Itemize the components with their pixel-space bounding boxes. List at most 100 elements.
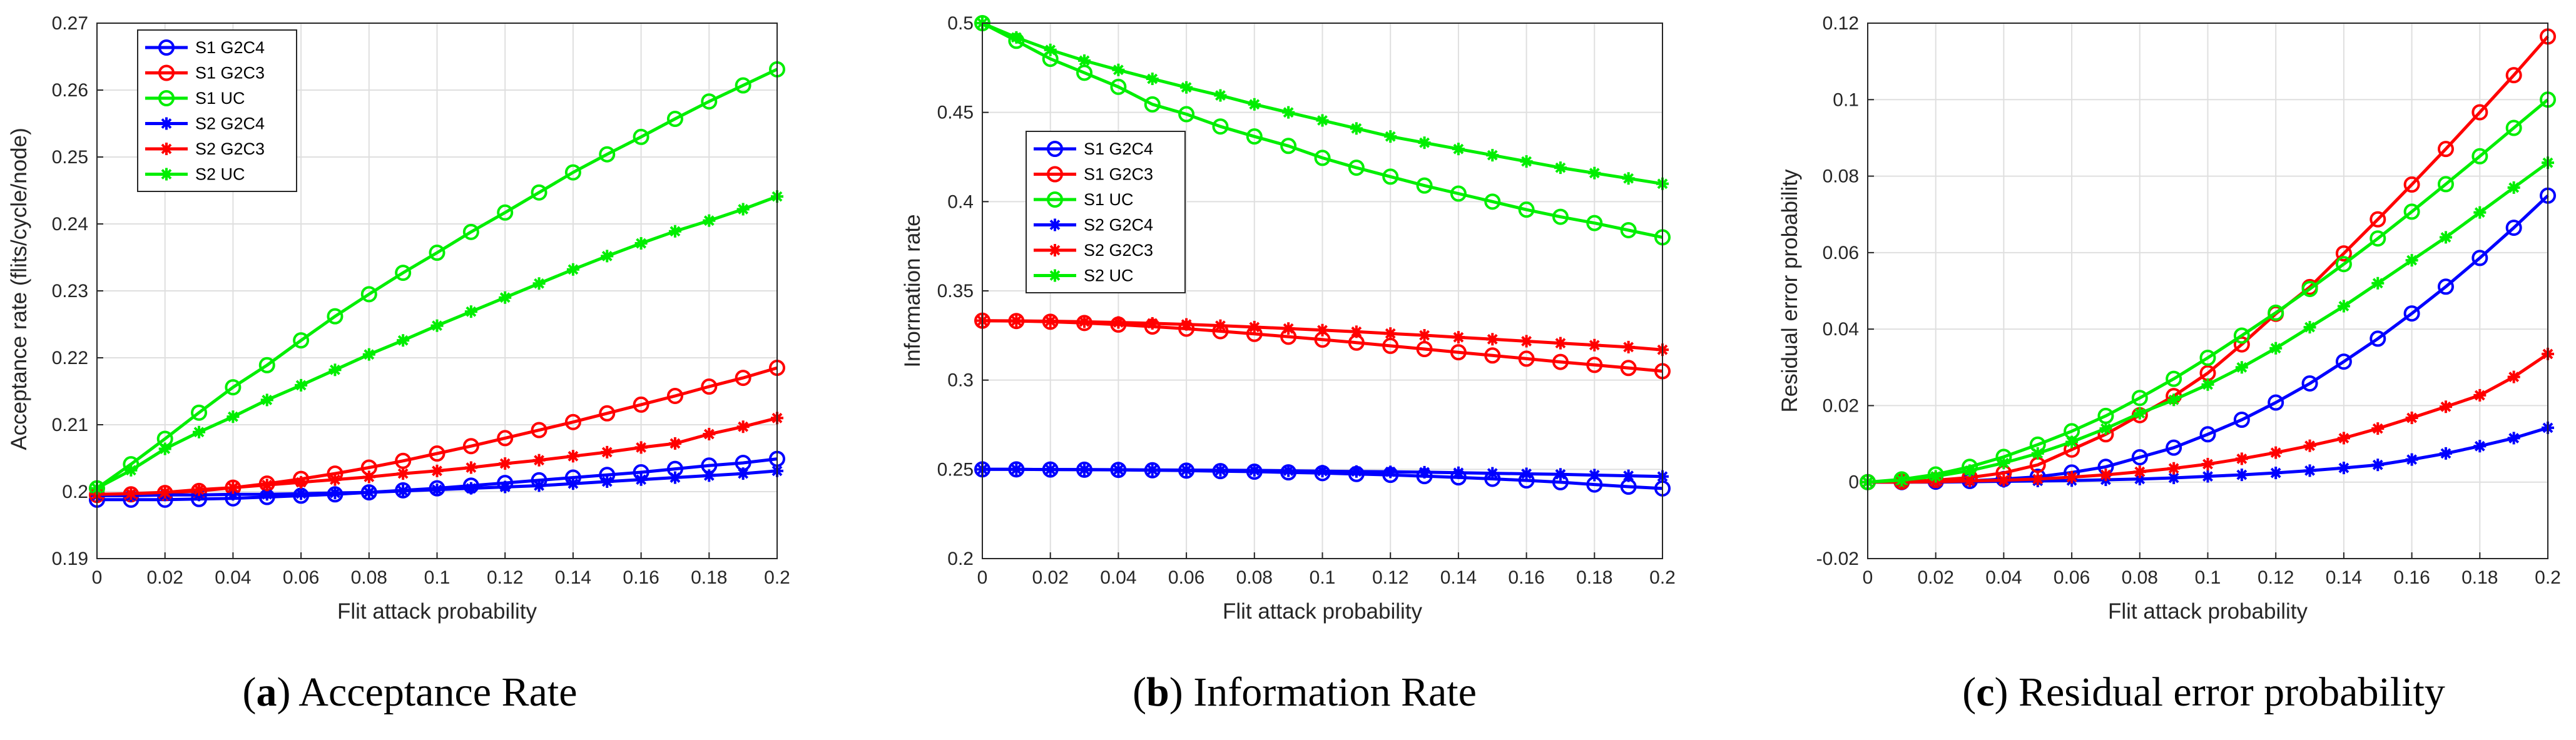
- data-point: [327, 308, 344, 325]
- data-point: [1350, 122, 1363, 135]
- data-point: [1418, 329, 1431, 342]
- panel-caption: (b) Information Rate: [1133, 669, 1477, 715]
- caption-paren-close: ): [1994, 669, 2018, 715]
- data-point: [462, 223, 479, 240]
- data-point: [1554, 337, 1567, 350]
- data-point: [1520, 155, 1533, 168]
- y-axis-label: Residual error probability: [1778, 169, 1802, 413]
- data-point: [2371, 459, 2385, 472]
- data-point: [564, 413, 581, 430]
- data-point: [703, 469, 716, 482]
- data-point: [634, 473, 648, 486]
- x-tick-label: 0.14: [555, 567, 591, 588]
- data-point: [2065, 435, 2079, 449]
- x-tick-label: 0.02: [1918, 567, 1954, 588]
- y-tick-label: -0.02: [1816, 549, 1859, 569]
- data-point: [1997, 457, 2010, 470]
- data-point: [1078, 463, 1091, 476]
- data-point: [2371, 276, 2385, 290]
- data-point: [328, 473, 342, 486]
- data-point: [362, 470, 375, 484]
- data-point: [2233, 412, 2250, 428]
- data-point: [2269, 342, 2283, 355]
- data-point: [736, 203, 750, 216]
- legend-marker: [158, 64, 175, 81]
- legend-entry: S2 G2C4: [1034, 216, 1153, 235]
- data-point: [429, 245, 445, 261]
- x-tick-label: 0: [977, 567, 988, 588]
- data-point: [2437, 141, 2454, 158]
- y-tick-label: 0.06: [1823, 243, 1859, 263]
- data-point: [1180, 318, 1193, 331]
- legend-entry: S1 G2C4: [145, 38, 265, 57]
- y-tick-label: 0.4: [947, 191, 974, 212]
- data-point: [1520, 335, 1533, 348]
- data-point: [601, 445, 614, 459]
- data-point: [2235, 452, 2248, 465]
- axes-frame: [1867, 23, 2548, 559]
- data-point: [701, 93, 718, 110]
- data-point: [666, 111, 683, 128]
- legend-label: S1 G2C3: [195, 64, 265, 83]
- data-point: [736, 420, 750, 433]
- data-point: [464, 305, 477, 318]
- data-point: [2472, 148, 2488, 165]
- caption-paren-close: ): [1169, 669, 1193, 715]
- data-point: [2335, 256, 2352, 273]
- data-point: [1997, 474, 2010, 487]
- data-point: [1588, 166, 1601, 180]
- data-point: [2473, 206, 2487, 219]
- data-point: [1316, 323, 1329, 337]
- data-point: [2233, 327, 2250, 344]
- legend-label: S2 G2C3: [195, 139, 265, 158]
- data-point: [225, 379, 242, 396]
- data-point: [2031, 447, 2044, 460]
- x-tick-label: 0.06: [283, 567, 319, 588]
- data-point: [2199, 350, 2216, 366]
- axes-frame: [96, 23, 778, 559]
- data-point: [1588, 338, 1601, 352]
- data-point: [464, 482, 477, 495]
- data-point: [531, 422, 547, 438]
- data-point: [1518, 350, 1535, 367]
- data-point: [2269, 446, 2283, 459]
- data-point: [1350, 325, 1363, 338]
- data-point: [2166, 439, 2182, 456]
- data-point: [1246, 128, 1263, 145]
- y-tick-label: 0: [1848, 472, 1859, 493]
- y-axis-label: Information rate: [900, 214, 925, 367]
- data-point: [1486, 149, 1499, 162]
- data-point: [1214, 319, 1227, 332]
- caption-paren-open: (: [1133, 669, 1146, 715]
- data-point: [2403, 203, 2420, 220]
- data-point: [2403, 305, 2420, 322]
- data-point: [599, 146, 616, 163]
- x-tick-label: 0.16: [2393, 567, 2430, 588]
- x-tick-label: 0.1: [1310, 567, 1336, 588]
- y-tick-label: 0.5: [947, 13, 974, 34]
- data-point: [260, 393, 273, 407]
- data-point: [2370, 211, 2386, 228]
- data-point: [1248, 464, 1261, 477]
- chart-panel-a: 0 0.02 0.04 0.06 0.08 0.1 0.12 0.14 0.16 0.18 0.2 0…: [7, 13, 790, 715]
- legend-marker: [160, 168, 173, 181]
- data-point: [362, 486, 375, 499]
- x-tick-label: 0.2: [2535, 567, 2561, 588]
- data-point: [1212, 118, 1229, 135]
- legend-box: [137, 29, 297, 192]
- data-point: [1112, 463, 1125, 476]
- data-point: [2439, 447, 2452, 460]
- data-point: [2131, 449, 2148, 465]
- data-point: [2403, 176, 2420, 193]
- legend-label: S1 UC: [1084, 190, 1134, 209]
- data-point: [1484, 347, 1501, 364]
- data-point: [2371, 422, 2385, 435]
- data-point: [1520, 467, 1533, 480]
- x-tick-label: 0.18: [1576, 567, 1612, 588]
- data-point: [1214, 464, 1227, 477]
- data-point: [1078, 315, 1091, 328]
- data-point: [1180, 464, 1193, 477]
- data-point: [2133, 465, 2146, 479]
- x-tick-label: 0.08: [351, 567, 387, 588]
- legend-marker: [1047, 191, 1063, 208]
